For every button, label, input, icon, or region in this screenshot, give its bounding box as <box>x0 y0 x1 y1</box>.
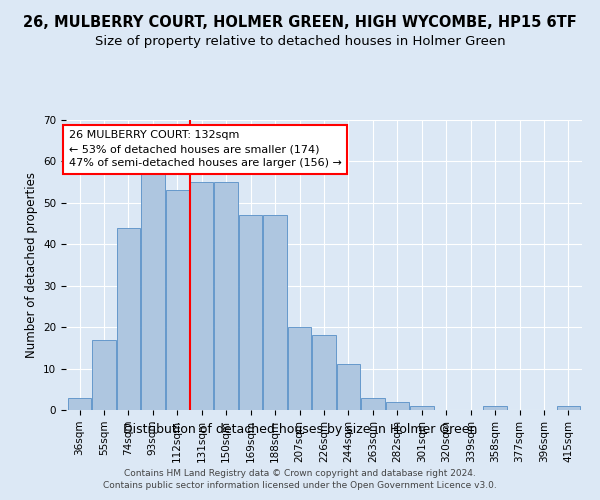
Bar <box>68 398 91 410</box>
Bar <box>239 216 262 410</box>
Text: 26, MULBERRY COURT, HOLMER GREEN, HIGH WYCOMBE, HP15 6TF: 26, MULBERRY COURT, HOLMER GREEN, HIGH W… <box>23 15 577 30</box>
Bar <box>92 340 116 410</box>
Bar <box>214 182 238 410</box>
Bar <box>288 327 311 410</box>
Text: Distribution of detached houses by size in Holmer Green: Distribution of detached houses by size … <box>123 422 477 436</box>
Bar <box>190 182 214 410</box>
Bar <box>484 406 507 410</box>
Bar <box>141 174 164 410</box>
Bar <box>166 190 189 410</box>
Bar <box>312 336 336 410</box>
Bar <box>410 406 434 410</box>
Bar <box>361 398 385 410</box>
Bar <box>557 406 580 410</box>
Bar <box>263 216 287 410</box>
Y-axis label: Number of detached properties: Number of detached properties <box>25 172 38 358</box>
Text: 26 MULBERRY COURT: 132sqm
← 53% of detached houses are smaller (174)
47% of semi: 26 MULBERRY COURT: 132sqm ← 53% of detac… <box>68 130 341 168</box>
Text: Contains HM Land Registry data © Crown copyright and database right 2024.
Contai: Contains HM Land Registry data © Crown c… <box>103 469 497 490</box>
Text: Size of property relative to detached houses in Holmer Green: Size of property relative to detached ho… <box>95 35 505 48</box>
Bar <box>116 228 140 410</box>
Bar <box>386 402 409 410</box>
Bar <box>337 364 360 410</box>
